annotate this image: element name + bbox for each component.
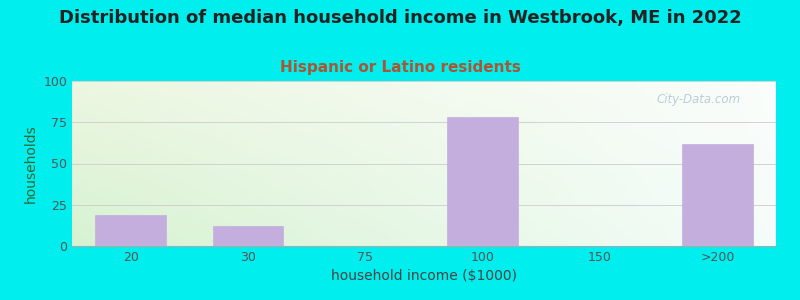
Bar [447,117,518,246]
Y-axis label: households: households [24,124,38,203]
Bar [95,215,166,246]
X-axis label: household income ($1000): household income ($1000) [331,269,517,284]
Text: City-Data.com: City-Data.com [656,92,741,106]
Text: Distribution of median household income in Westbrook, ME in 2022: Distribution of median household income … [58,9,742,27]
Text: Hispanic or Latino residents: Hispanic or Latino residents [279,60,521,75]
Bar [213,226,283,246]
Bar [682,144,753,246]
